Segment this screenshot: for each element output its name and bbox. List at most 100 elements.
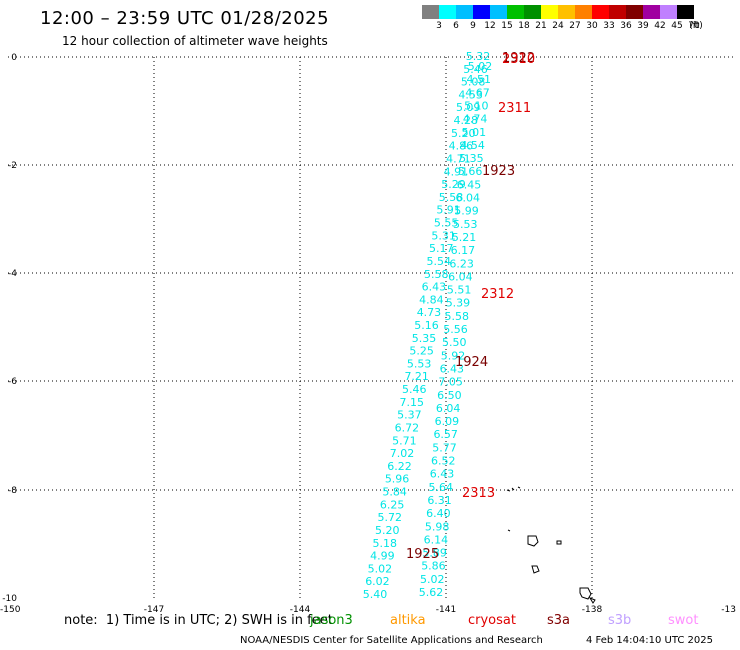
colorbar-swatch [473, 5, 490, 19]
track-a-value: 5.58 [439, 191, 464, 204]
colorbar-swatch [660, 5, 677, 19]
colorbar-tick-label: 24 [552, 21, 564, 31]
track-a-value: 7.21 [404, 370, 429, 383]
satellite-legend-item: s3b [608, 613, 632, 628]
colorbar-tick-label: 30 [586, 21, 598, 31]
track-b-value: 5.39 [446, 297, 471, 310]
island-coastline [506, 486, 596, 604]
colorbar-tick-label: 33 [603, 21, 615, 31]
satellite-legend-item: altika [390, 613, 426, 628]
track-a-value: 5.46 [402, 383, 427, 396]
colorbar-swatch [609, 5, 626, 19]
satellite-legend-item: cryosat [468, 613, 516, 628]
track-a-value: 4.73 [417, 306, 442, 319]
colorbar-swatch [507, 5, 524, 19]
colorbar-tick-label: 39 [637, 21, 649, 31]
track-a-value: 5.17 [429, 242, 454, 255]
track-a-value: 5.54 [427, 255, 452, 268]
track-a-value: 5.46 [463, 63, 488, 76]
colorbar-swatch [422, 5, 439, 19]
colorbar-swatch [558, 5, 575, 19]
pass-label: 2310 [502, 52, 535, 67]
track-b-value: 6.31 [427, 494, 452, 507]
page-title: 12:00 – 23:59 UTC 01/28/2025 [40, 8, 330, 29]
track-b-value: 6.43 [440, 362, 465, 375]
track-a-value: 5.20 [451, 127, 476, 140]
track-b-value: 5.02 [420, 573, 445, 586]
track-a-value: 6.22 [387, 460, 412, 473]
colorbar-swatch [524, 5, 541, 19]
x-tick-label: -144 [290, 605, 311, 615]
wave-height-colorbar [422, 5, 694, 19]
track-b-value: 5.64 [429, 481, 454, 494]
track-a-value: 7.02 [390, 447, 415, 460]
track-a-value: 5.72 [377, 511, 402, 524]
colorbar-tick-label: 3 [436, 21, 442, 31]
colorbar-tick-label: 36 [620, 21, 632, 31]
track-b-value: 6.43 [430, 468, 455, 481]
wave-height-tracks: 5.325.465.084.535.094.285.204.864.714.91… [363, 50, 493, 601]
x-tick-label: -141 [436, 605, 456, 615]
track-b-value: 5.35 [459, 152, 484, 165]
track-b-value: 6.04 [448, 270, 473, 283]
track-a-value: 5.02 [368, 562, 393, 575]
track-a-value: 5.16 [414, 319, 439, 332]
track-a-value: 5.91 [436, 204, 461, 217]
track-a-value: 5.18 [373, 537, 398, 550]
colorbar-swatch [677, 5, 694, 19]
colorbar-tick-label: (ft) [689, 21, 703, 31]
track-a-value: 5.09 [456, 101, 481, 114]
track-a-value: 4.28 [453, 114, 478, 127]
track-a-value: 5.96 [385, 473, 410, 486]
track-b-value: 4.51 [467, 73, 492, 86]
colorbar-tick-label: 27 [569, 21, 581, 31]
track-a-value: 5.25 [409, 345, 434, 358]
page-subtitle: 12 hour collection of altimeter wave hei… [62, 34, 328, 48]
colorbar-tick-label: 9 [470, 21, 476, 31]
pass-label: 1924 [455, 355, 488, 370]
satellite-legend-item: swot [668, 613, 699, 628]
map-axes: -150 -147 -144 -141 -138 -13 0 -2 -4 -6 -8 -10 [0, 53, 736, 615]
satellite-legend-item: jason3 [310, 613, 353, 628]
pass-label: 1922 [502, 51, 535, 66]
y-tick-label: -8 [8, 486, 17, 496]
colorbar-tick-label: 6 [453, 21, 459, 31]
track-b-value: 5.77 [432, 441, 457, 454]
track-a-value: 5.84 [382, 486, 407, 499]
track-b-value: 5.50 [442, 336, 467, 349]
track-b-value: 5.62 [419, 586, 444, 599]
colorbar-swatch [575, 5, 592, 19]
colorbar-swatch [456, 5, 473, 19]
satellite-legend-item: s3a [547, 613, 571, 628]
track-b-value: 6.17 [451, 244, 476, 257]
generated-timestamp: 4 Feb 14:04:10 UTC 2025 [586, 635, 713, 646]
pass-label: 2311 [498, 101, 531, 116]
track-b-value: 4.67 [465, 86, 490, 99]
track-a-value: 5.35 [412, 332, 437, 345]
track-b-value: 5.10 [464, 99, 489, 112]
track-a-value: 4.84 [419, 293, 444, 306]
track-a-value: 4.53 [458, 88, 483, 101]
track-a-value: 5.29 [441, 178, 466, 191]
track-a-value: 6.43 [422, 281, 447, 294]
track-b-value: 5.58 [444, 310, 469, 323]
track-a-value: 5.53 [407, 357, 432, 370]
y-tick-label: -4 [8, 269, 17, 279]
track-b-value: 5.86 [421, 560, 446, 573]
track-b-value: 4.74 [463, 113, 488, 126]
x-tick-label: -13 [721, 605, 736, 615]
track-b-value: 5.99 [454, 205, 479, 218]
track-a-value: 5.37 [397, 409, 422, 422]
colorbar-swatch [643, 5, 660, 19]
track-b-value: 5.51 [447, 284, 472, 297]
track-b-value: 6.52 [431, 455, 456, 468]
track-a-value: 4.91 [444, 165, 469, 178]
track-a-value: 6.02 [365, 575, 390, 588]
track-a-value: 6.72 [395, 421, 420, 434]
track-b-value: 6.40 [426, 507, 451, 520]
track-a-value: 5.40 [363, 588, 388, 601]
track-a-value: 5.55 [434, 217, 459, 230]
